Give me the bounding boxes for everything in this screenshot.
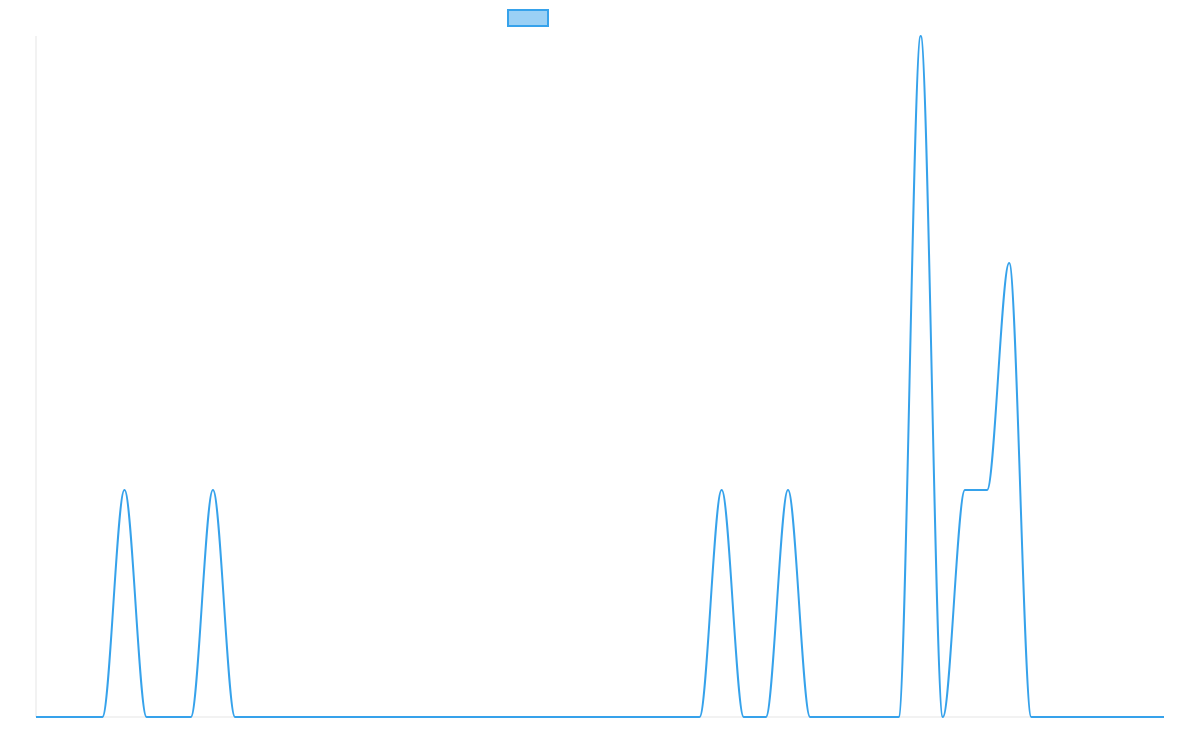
series-line-0 (35, 35, 1164, 719)
legend-swatch[interactable] (507, 9, 549, 27)
legend[interactable] (507, 9, 549, 27)
series-layer (35, 35, 1164, 719)
